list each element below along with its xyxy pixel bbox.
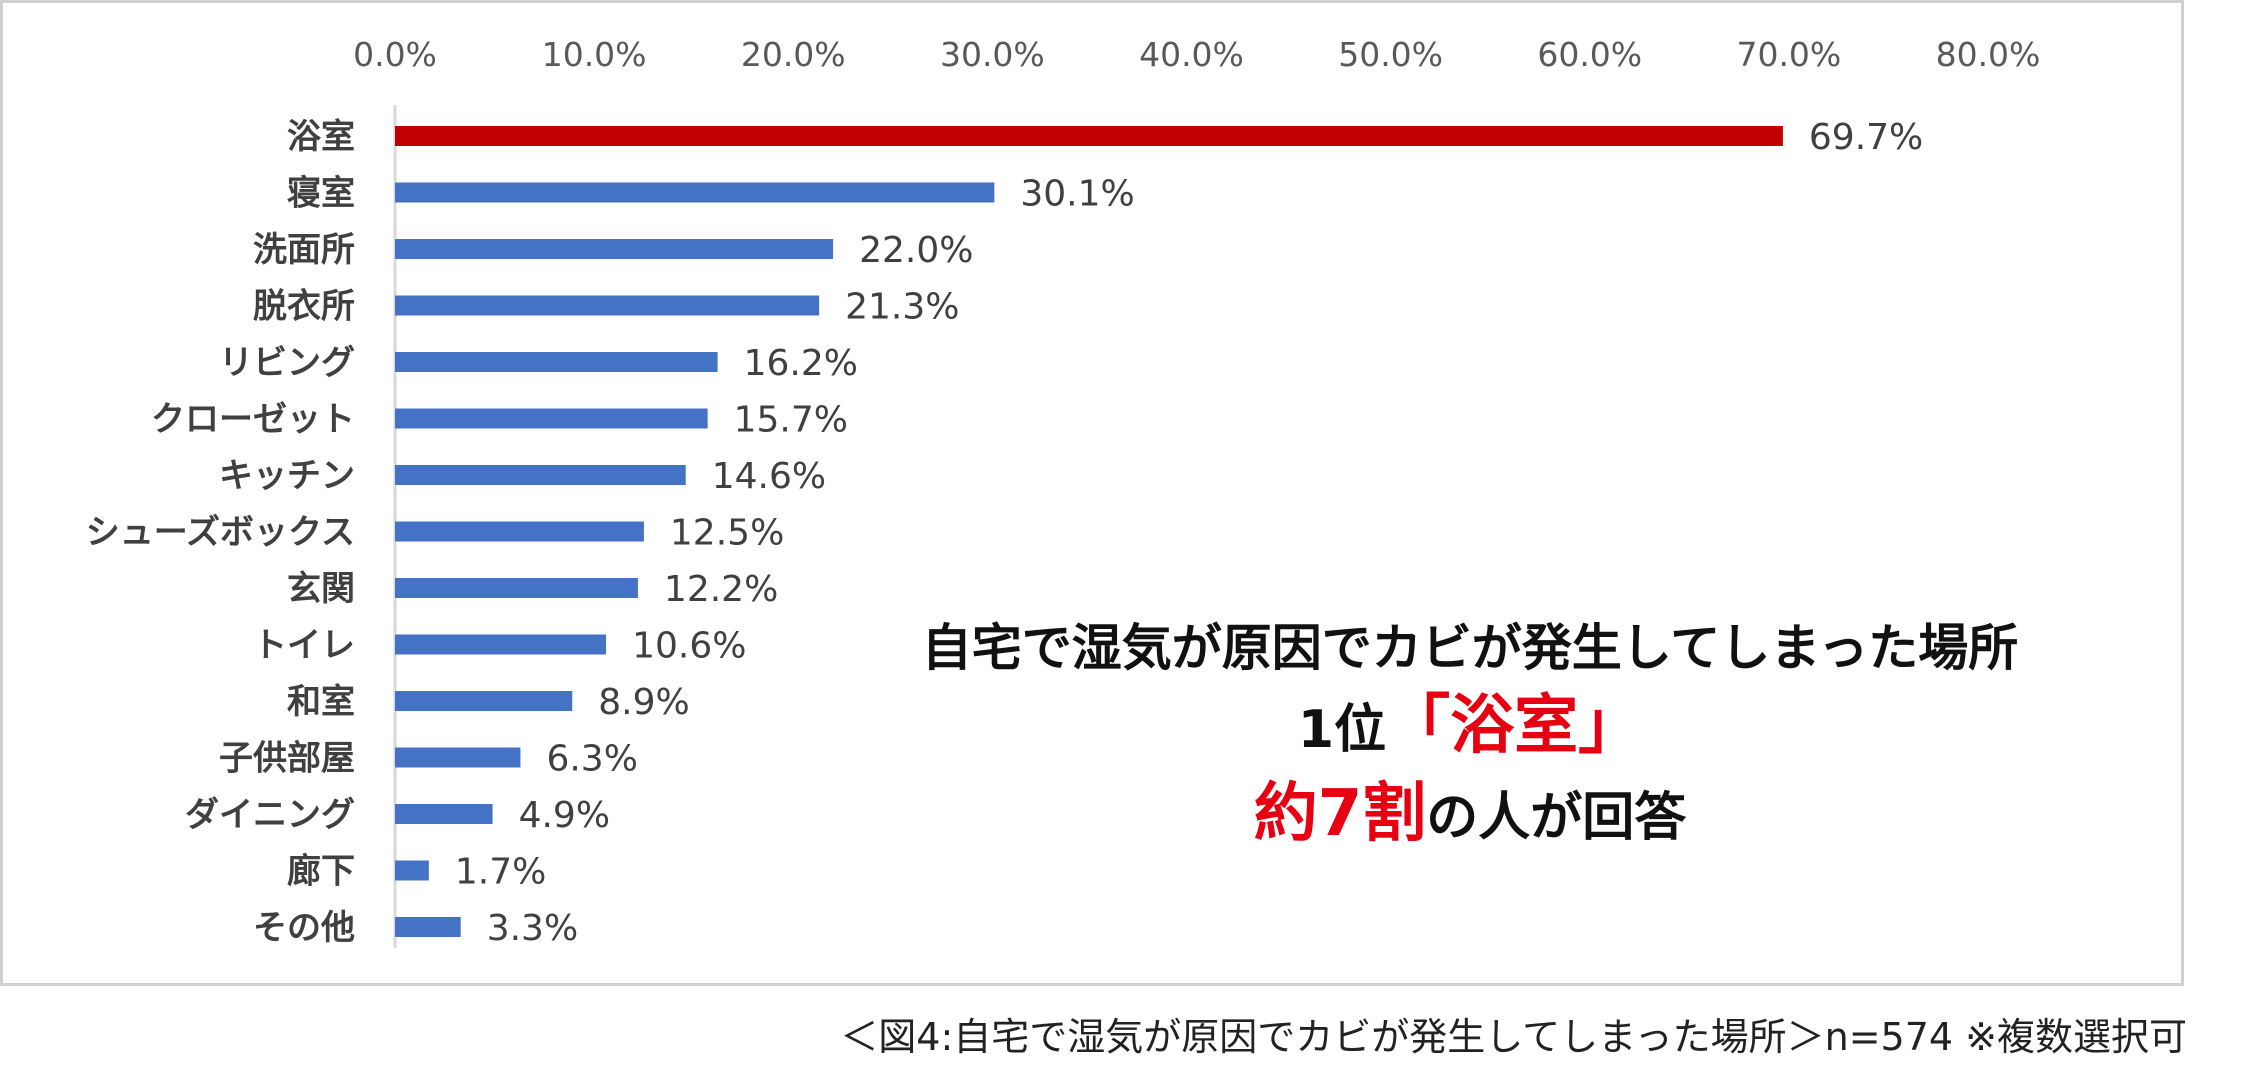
value-label: 12.5% <box>670 513 784 554</box>
bar <box>395 521 644 542</box>
value-label: 16.2% <box>744 343 858 384</box>
value-label: 1.7% <box>455 852 546 893</box>
value-label: 69.7% <box>1809 117 1923 158</box>
category-label: 脱衣所 <box>253 287 355 327</box>
bar <box>395 465 686 485</box>
value-label: 15.7% <box>734 400 848 441</box>
value-label: 22.0% <box>859 230 973 271</box>
value-label: 10.6% <box>632 626 746 667</box>
x-axis-ticks: 0.0% 10.0% 20.0% 30.0% 40.0% 50.0% 60.0% 70.0% 8… <box>353 35 2040 74</box>
chart-frame <box>0 0 2184 986</box>
category-label: 和室 <box>287 682 355 722</box>
category-label: シューズボックス <box>86 513 355 553</box>
bar <box>395 804 493 824</box>
value-label: 21.3% <box>845 287 959 328</box>
bars <box>395 126 1783 937</box>
bar <box>395 182 995 203</box>
x-tick-label: 80.0% <box>1936 35 2041 74</box>
value-label: 3.3% <box>487 908 578 949</box>
bar <box>395 634 607 655</box>
category-label: リビング <box>219 343 355 383</box>
category-label: 玄関 <box>287 569 355 609</box>
bar <box>395 239 834 259</box>
category-label: 浴室 <box>287 117 355 157</box>
callout-rank-prefix: 1位 <box>1297 700 1387 760</box>
callout-share: 約7割の人が回答 <box>880 772 2060 860</box>
x-tick-label: 70.0% <box>1736 35 1841 74</box>
x-tick-label: 40.0% <box>1139 35 1244 74</box>
callout-share-highlight: 約7割 <box>1253 777 1427 851</box>
bar <box>395 295 820 316</box>
category-label: 寝室 <box>287 174 355 214</box>
x-tick-label: 30.0% <box>940 35 1045 74</box>
category-label: 廊下 <box>287 852 355 892</box>
value-labels: 69.7% 30.1% 22.0% 21.3% 16.2% 15.7% 14.6% 12.5%… <box>455 117 1923 949</box>
callout-rank: 1位「浴室」 <box>880 684 2060 772</box>
callout-rank-highlight: 「浴室」 <box>1386 689 1643 763</box>
figure-caption: ＜図4:自宅で湿気が原因でカビが発生してしまった場所＞n=574 ※複数選択可 <box>840 1015 2187 1059</box>
x-tick-label: 20.0% <box>741 35 846 74</box>
bar <box>395 747 521 768</box>
bar <box>395 352 718 372</box>
bar <box>395 917 461 937</box>
x-tick-label: 50.0% <box>1338 35 1443 74</box>
bar-chart: 0.0% 10.0% 20.0% 30.0% 40.0% 50.0% 60.0% 70.0% 8… <box>86 35 2041 949</box>
category-label: 洗面所 <box>253 230 355 270</box>
value-label: 14.6% <box>712 456 826 497</box>
callout-text: 自宅で湿気が原因でカビが発生してしまった場所 1位「浴室」 約7割の人が回答 <box>880 612 2060 860</box>
x-tick-label: 10.0% <box>542 35 647 74</box>
value-label: 8.9% <box>598 682 689 723</box>
category-label: トイレ <box>253 626 355 666</box>
category-label: クローゼット <box>151 400 355 440</box>
category-label: ダイニング <box>185 795 355 835</box>
category-labels: 浴室寝室洗面所脱衣所リビングクローゼットキッチンシューズボックス玄関トイレ和室子… <box>86 117 355 948</box>
value-label: 12.2% <box>664 569 778 610</box>
bar <box>395 860 429 881</box>
x-tick-label: 60.0% <box>1537 35 1642 74</box>
callout-headline: 自宅で湿気が原因でカビが発生してしまった場所 <box>921 619 2019 677</box>
callout-share-suffix: の人が回答 <box>1426 788 1687 848</box>
bar <box>395 408 708 429</box>
bar <box>395 578 638 598</box>
x-tick-label: 0.0% <box>353 35 437 74</box>
value-label: 30.1% <box>1020 174 1134 215</box>
value-label: 4.9% <box>519 795 610 836</box>
value-label: 6.3% <box>546 739 637 780</box>
category-label: 子供部屋 <box>219 739 355 779</box>
category-label: その他 <box>253 908 355 948</box>
bar <box>395 691 573 711</box>
category-label: キッチン <box>219 456 355 496</box>
bar <box>395 126 1783 146</box>
